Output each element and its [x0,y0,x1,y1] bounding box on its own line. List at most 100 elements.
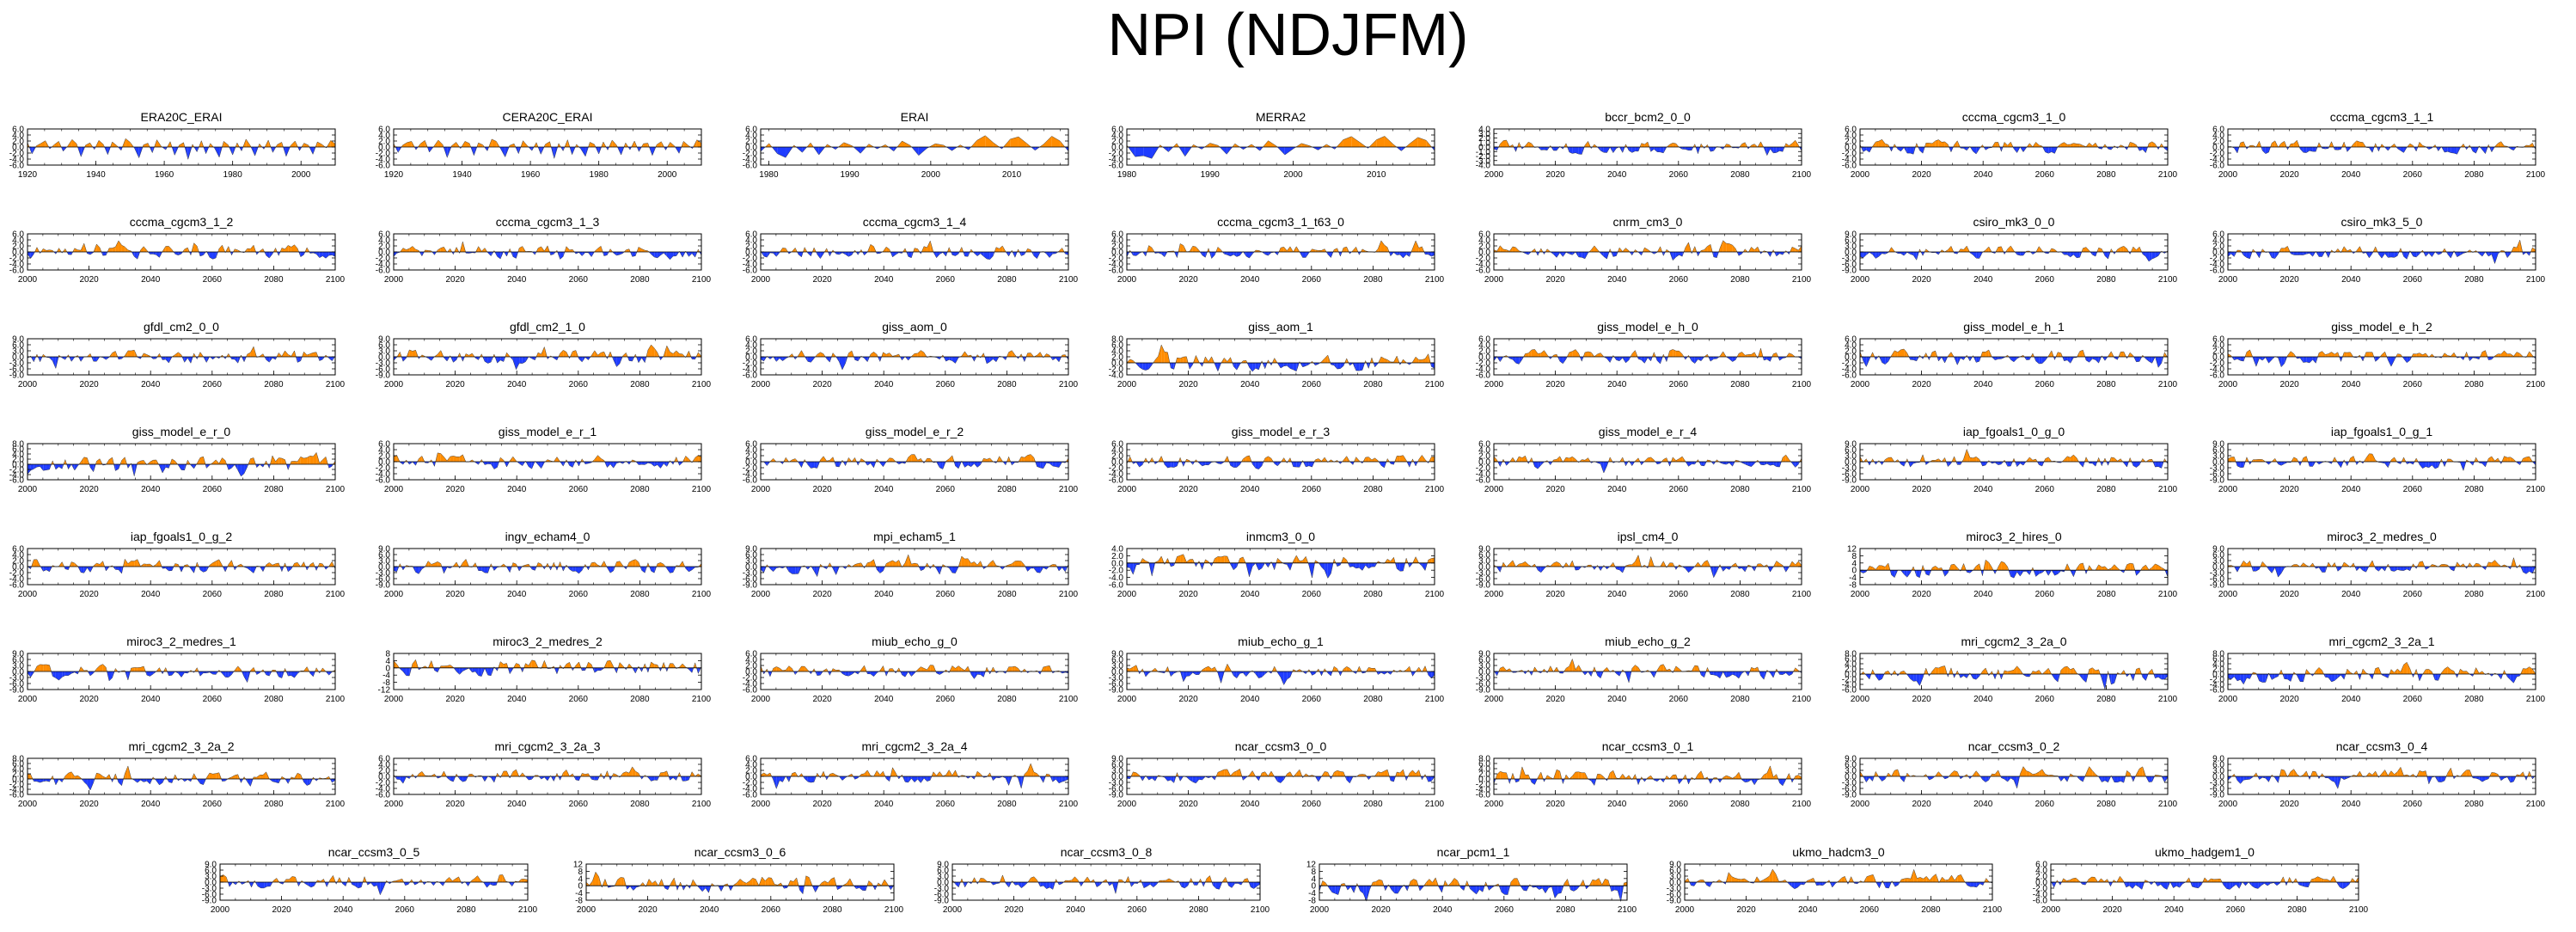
positive-area [1502,139,1507,147]
negative-area [2026,357,2030,360]
negative-area [1973,147,1977,155]
negative-area [2481,147,2486,154]
negative-area [2388,252,2391,258]
y-tick-label: 6.0 [1845,126,1857,135]
negative-area [1770,147,1774,153]
x-tick-label: 2100 [2158,275,2178,285]
x-tick-label: 2000 [1117,275,1137,285]
y-tick-label: -2.0 [743,150,758,159]
positive-area [466,353,469,357]
y-tick-label: -4.0 [9,156,25,165]
positive-area [2419,142,2423,147]
negative-area [52,357,56,369]
y-tick-label: -6.0 [743,476,758,486]
negative-area [1525,252,1529,255]
positive-area [2328,352,2332,357]
x-tick-label: 2000 [751,275,771,285]
panel-bccr_bcm2_0_0: bccr_bcm2_0_0 4.03.02.01.00.0-1.0-2.0-3.0… [1476,110,1812,180]
positive-area [985,135,994,147]
negative-area [1337,363,1341,370]
positive-area [1380,240,1385,252]
positive-area [654,347,658,357]
negative-area [162,464,166,473]
positive-area [896,353,899,357]
positive-area [2529,143,2533,147]
negative-area [2262,147,2266,154]
negative-area [156,252,160,258]
panel-gfdl_cm2_0_0: gfdl_cm2_0_09.06.03.00.0-3.0-6.0-9.02000… [9,320,346,389]
series-line [27,138,336,161]
positive-area [1268,140,1277,147]
negative-area [657,462,661,469]
x-tick-label: 2060 [569,275,589,285]
positive-area [291,461,295,464]
positive-area [685,456,689,462]
y-tick-label: -6.0 [743,267,758,276]
positive-area [2291,143,2294,147]
panel-giss_model_e_r_1: giss_model_e_r_16.04.02.00.0-2.0-4.0-6.0… [376,425,712,494]
y-tick-label: 0.0 [12,144,24,153]
panel-giss_model_e_h_0: giss_model_e_h_06.04.02.00.0-2.0-4.0-6.0… [1476,320,1812,389]
x-tick-label: 2000 [2218,380,2238,389]
panel-title: MERRA2 [1256,110,1306,124]
positive-area [1031,454,1034,462]
positive-area [108,248,113,252]
x-tick-label: 2080 [1363,380,1383,389]
x-tick-label: 2100 [1059,275,1079,285]
x-tick-label: 2080 [2096,275,2116,285]
x-tick-label: 2080 [2464,275,2484,285]
panel-title: bccr_bcm2_0_0 [1605,110,1691,124]
positive-area [456,457,460,462]
positive-area [2344,352,2347,357]
negative-area [955,252,959,256]
positive-area [1644,248,1648,252]
x-tick-label: 1980 [1117,170,1137,180]
negative-area [2300,252,2304,255]
panel-title: giss_aom_0 [882,320,947,334]
panel-title: cccma_cgcm3_1_4 [863,215,967,229]
y-tick-label: -9.0 [1842,267,1857,276]
series-line [393,138,702,160]
negative-area [2312,147,2316,152]
page-title: NPI (NDJFM) [1107,1,1469,68]
negative-area [2297,252,2301,255]
x-tick-label: 2100 [692,275,712,285]
positive-area [99,140,104,147]
positive-area [127,350,132,357]
y-tick-label: 6.0 [12,126,24,135]
positive-area [873,352,878,357]
x-tick-label: 2020 [2279,170,2299,180]
positive-area [415,248,419,252]
panel-title: gfdl_cm2_1_0 [510,320,585,334]
positive-area [1935,139,1939,147]
x-tick-label: 2080 [1730,275,1750,285]
negative-area [892,252,896,257]
positive-area [96,244,101,252]
negative-area [2334,147,2338,150]
x-tick-label: 2080 [2096,170,2116,180]
negative-area [326,252,329,259]
panel-title: gfdl_cm2_0_0 [144,320,219,334]
negative-area [1055,462,1060,468]
negative-area [1863,147,1867,152]
y-tick-label: -2.0 [2210,150,2225,159]
y-tick-label: -6.0 [376,267,391,276]
negative-area [1641,357,1645,364]
panel-giss_model_e_r_2: giss_model_e_r_26.04.02.00.0-2.0-4.0-6.0… [743,425,1079,494]
panel-title: giss_model_e_h_0 [1597,320,1698,334]
x-tick-label: 2060 [203,485,223,494]
negative-area [1284,147,1294,156]
negative-area [2098,147,2102,150]
x-tick-label: 1960 [155,170,174,180]
negative-area [102,252,107,256]
positive-area [150,460,154,464]
positive-area [523,140,528,147]
positive-area [1418,359,1423,363]
negative-area [46,464,50,470]
positive-area [74,248,78,252]
positive-area [1675,351,1680,357]
x-tick-label: 2100 [326,380,346,389]
negative-area [964,462,969,468]
x-tick-label: 2040 [1973,170,1993,180]
x-tick-label: 2040 [874,275,894,285]
